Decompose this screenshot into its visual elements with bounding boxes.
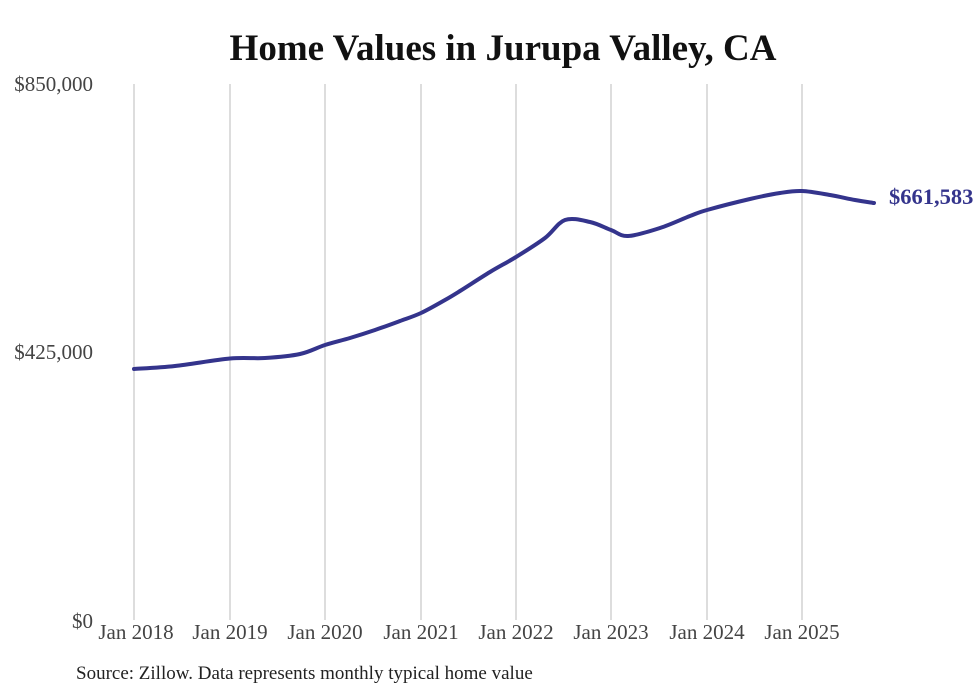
svg-text:$0: $0 (72, 609, 93, 633)
svg-text:Jan 2024: Jan 2024 (669, 620, 745, 644)
svg-text:$661,583: $661,583 (889, 184, 973, 209)
svg-text:Jan 2018: Jan 2018 (98, 620, 173, 644)
svg-text:Jan 2025: Jan 2025 (764, 620, 839, 644)
svg-text:Jan 2022: Jan 2022 (478, 620, 553, 644)
svg-text:Jan 2021: Jan 2021 (383, 620, 458, 644)
svg-text:Jan 2019: Jan 2019 (192, 620, 267, 644)
svg-text:Jan 2023: Jan 2023 (573, 620, 648, 644)
svg-text:Jan 2020: Jan 2020 (287, 620, 362, 644)
svg-text:$850,000: $850,000 (14, 72, 93, 96)
svg-text:$425,000: $425,000 (14, 340, 93, 364)
